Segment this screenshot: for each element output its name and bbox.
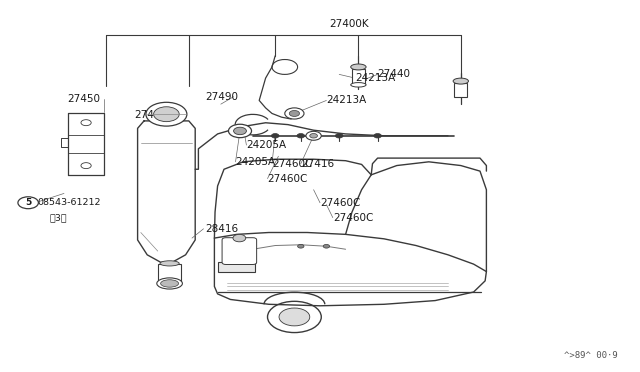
Text: 27460C: 27460C	[320, 198, 360, 208]
Text: 27440: 27440	[378, 70, 411, 79]
Ellipse shape	[351, 83, 366, 87]
Text: 27460C: 27460C	[268, 174, 308, 183]
FancyBboxPatch shape	[222, 238, 257, 264]
Circle shape	[234, 127, 246, 135]
Circle shape	[271, 134, 279, 138]
Ellipse shape	[157, 278, 182, 289]
Ellipse shape	[160, 261, 179, 266]
Bar	[218, 262, 255, 272]
Text: 27490: 27490	[205, 92, 238, 102]
Text: （3）: （3）	[50, 213, 68, 222]
Text: 27416: 27416	[301, 159, 334, 169]
Bar	[454, 83, 467, 97]
Text: ^>89^ 00·9: ^>89^ 00·9	[564, 351, 618, 360]
Circle shape	[323, 244, 330, 248]
Circle shape	[310, 134, 317, 138]
Text: 08543-61212: 08543-61212	[37, 198, 100, 207]
Circle shape	[297, 134, 305, 138]
Ellipse shape	[351, 64, 366, 70]
Circle shape	[279, 308, 310, 326]
Text: 27460C: 27460C	[272, 159, 312, 169]
Circle shape	[154, 107, 179, 122]
Text: 27450: 27450	[67, 94, 100, 103]
Text: 5: 5	[25, 198, 31, 207]
Circle shape	[335, 134, 343, 138]
Circle shape	[289, 110, 300, 116]
Circle shape	[374, 134, 381, 138]
Text: 24213A: 24213A	[326, 96, 367, 105]
Bar	[158, 264, 181, 281]
Text: 27460C: 27460C	[333, 213, 373, 222]
Text: 24205A: 24205A	[246, 140, 287, 150]
Ellipse shape	[453, 78, 468, 84]
Text: 27480: 27480	[134, 110, 168, 120]
Text: 28416: 28416	[205, 224, 238, 234]
Bar	[352, 69, 365, 84]
Circle shape	[233, 234, 246, 242]
Circle shape	[298, 244, 304, 248]
Circle shape	[228, 124, 252, 138]
Circle shape	[285, 108, 304, 119]
Circle shape	[81, 163, 92, 169]
Circle shape	[18, 197, 38, 209]
Circle shape	[81, 120, 92, 126]
Circle shape	[268, 301, 321, 333]
Text: 27400K: 27400K	[330, 19, 369, 29]
Circle shape	[146, 102, 187, 126]
Text: 24205A: 24205A	[236, 157, 276, 167]
Ellipse shape	[161, 280, 179, 287]
Circle shape	[306, 131, 321, 140]
Text: 24213A: 24213A	[355, 73, 396, 83]
